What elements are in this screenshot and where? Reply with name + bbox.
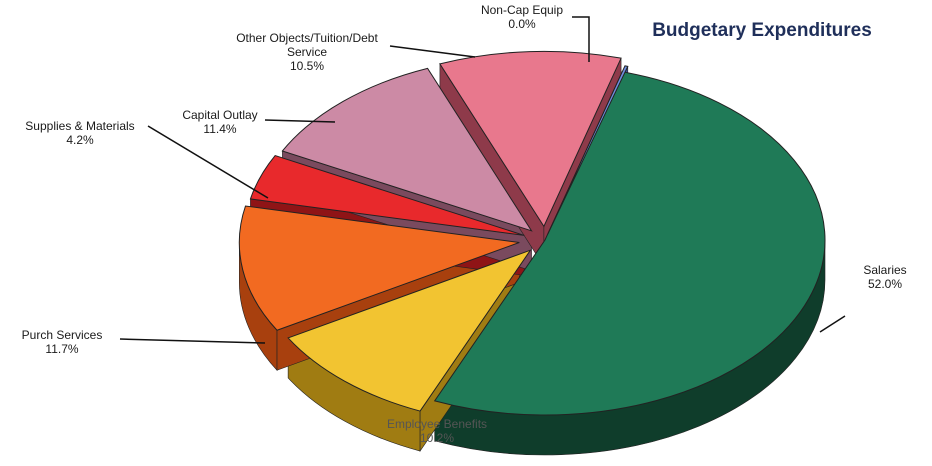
leader-line-purch-services: [119, 338, 266, 344]
pie-slice-non-cap-equip: [547, 65, 629, 235]
slice-label-other-objects-tuition-debt-service: Service: [287, 45, 327, 59]
pie-slice-employee-benefits: [287, 249, 532, 412]
slice-label-non-cap-equip: Non-Cap Equip: [481, 3, 563, 17]
pie-tops: [238, 50, 826, 416]
value-label-salaries: 52.0%: [868, 277, 902, 291]
leader-line-non-cap-equip: [572, 16, 590, 62]
slice-label-employee-benefits: Employee Benefits: [387, 417, 487, 431]
value-label-supplies-materials: 4.2%: [66, 133, 94, 147]
slice-label-purch-services: Purch Services: [22, 328, 103, 342]
pie-slice-supplies-materials: [249, 154, 525, 236]
leader-line-salaries: [819, 315, 846, 333]
leader-line-other-objects-tuition-debt-service: [389, 45, 476, 58]
leader-line-supplies-materials: [147, 125, 269, 199]
value-label-non-cap-equip: 0.0%: [508, 17, 536, 31]
leader-line-capital-outlay: [264, 119, 336, 123]
pie-slice-other-objects-tuition-debt-service: [439, 50, 622, 228]
pie-slice-salaries: [433, 71, 826, 416]
pie-slice-capital-outlay: [281, 67, 533, 232]
value-label-other-objects-tuition-debt-service: 10.5%: [290, 59, 324, 73]
slice-label-capital-outlay: Capital Outlay: [182, 108, 257, 122]
value-label-employee-benefits: 10.2%: [420, 431, 454, 445]
value-label-capital-outlay: 11.4%: [203, 122, 236, 136]
pie-slice-purch-services: [238, 205, 520, 331]
chart-title: Budgetary Expenditures: [652, 20, 872, 41]
slice-label-supplies-materials: Supplies & Materials: [25, 119, 134, 133]
value-label-purch-services: 11.7%: [45, 342, 78, 356]
slice-label-other-objects-tuition-debt-service: Other Objects/Tuition/Debt: [236, 31, 378, 45]
slice-label-salaries: Salaries: [863, 263, 906, 277]
